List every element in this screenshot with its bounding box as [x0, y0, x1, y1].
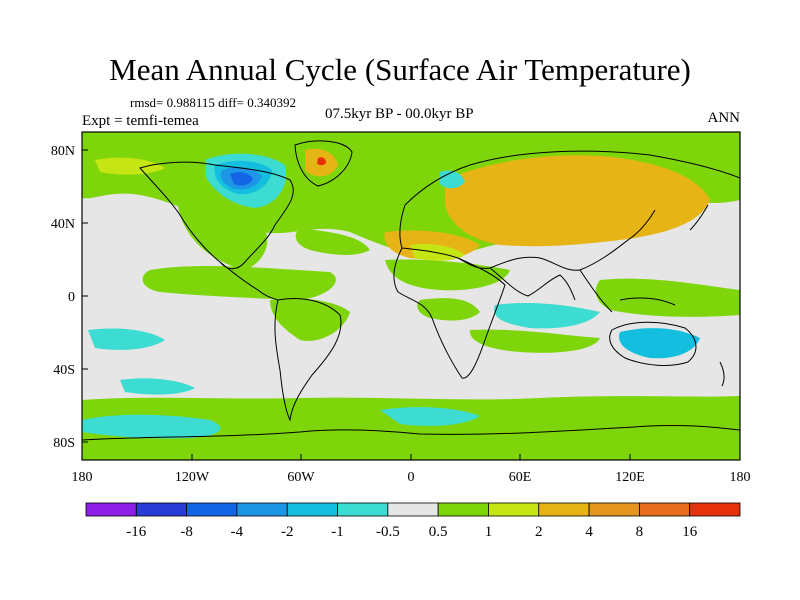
coast-africa — [393, 247, 506, 379]
coast-central-america — [219, 261, 279, 301]
australia-cool — [619, 328, 700, 359]
cool-strongest-regions — [230, 172, 253, 186]
colorbar-label: 8 — [636, 524, 644, 540]
colorbar: -16 -8 -4 -2 -1 -0.5 0.5 1 2 4 8 16 — [85, 502, 741, 540]
colorbar-swatch — [638, 502, 691, 517]
greenland-hotspot — [317, 157, 326, 166]
colorbar-swatch — [236, 502, 288, 517]
coast-greenland — [294, 140, 353, 187]
warm-small-regions — [95, 157, 465, 261]
north-atlantic — [295, 228, 370, 255]
sahel-yellowgreen — [410, 244, 465, 261]
colorbar-label: 2 — [535, 524, 543, 540]
colorbar-label: -0.5 — [376, 524, 400, 540]
south-america — [270, 298, 350, 341]
colorbar-label: -8 — [180, 524, 193, 540]
lat-label: 40N — [51, 217, 75, 232]
colorbar-swatch — [689, 502, 741, 517]
colorbar-label: 16 — [682, 524, 698, 540]
plot-title: Mean Annual Cycle (Surface Air Temperatu… — [109, 52, 691, 87]
colorbar-swatch — [588, 502, 640, 517]
coast-southeast-asia — [579, 269, 676, 313]
east-pacific — [142, 266, 336, 300]
north-america-east — [178, 195, 268, 270]
coast-eurasia — [399, 150, 740, 271]
lon-label: 120W — [175, 470, 210, 485]
eurasia-warm — [445, 155, 710, 247]
north-pacific-yellowgreen — [95, 157, 165, 175]
indo-pacific — [595, 278, 740, 317]
colorbar-swatch — [135, 502, 188, 517]
colorbar-swatch — [538, 502, 590, 517]
lon-label: 0 — [408, 470, 415, 485]
coast-antarctica — [82, 424, 740, 441]
lat-label: 80N — [51, 144, 75, 159]
south-indian-cool — [494, 302, 600, 329]
experiment-label: Expt = temfi-temea — [82, 113, 199, 129]
southern-ocean-cool — [82, 414, 221, 439]
lat-label: 40S — [53, 363, 75, 378]
colorbar-label: -16 — [126, 524, 146, 540]
anomaly-field — [82, 132, 740, 460]
coast-japan — [689, 204, 709, 231]
colorbar-label: -2 — [281, 524, 294, 540]
colorbar-label: 0.5 — [429, 524, 448, 540]
lon-label: 60W — [287, 470, 315, 485]
colorbar-label: -4 — [231, 524, 244, 540]
colorbar-label: 4 — [585, 524, 593, 540]
southern-ocean-band — [82, 396, 740, 460]
lon-label: 180 — [72, 470, 93, 485]
colorbar-label: -1 — [331, 524, 344, 540]
time-period-label: 07.5kyr BP - 00.0kyr BP — [325, 106, 474, 122]
lon-label: 180 — [730, 470, 751, 485]
coast-arabia-india — [489, 267, 576, 301]
axis-ticks — [81, 149, 741, 460]
coast-australia — [609, 321, 697, 366]
colorbar-swatch — [437, 502, 489, 517]
lon-label: 60E — [509, 470, 532, 485]
lon-label: 120E — [615, 470, 645, 485]
lat-label: 0 — [68, 290, 75, 305]
colorbar-swatch — [186, 502, 238, 517]
hot-spot-regions — [317, 157, 326, 166]
coast-north-america — [139, 161, 294, 270]
tropical-pacific-east — [417, 298, 480, 321]
south-pacific-cool-2 — [120, 378, 195, 395]
rmsd-diff-stats: rmsd= 0.988115 diff= 0.340392 — [130, 95, 296, 110]
colorbar-label: 1 — [485, 524, 493, 540]
south-indian — [469, 329, 600, 353]
southern-ocean-cool-2 — [380, 407, 480, 426]
colorbar-swatch — [337, 502, 389, 517]
coast-south-america — [274, 298, 342, 422]
coast-new-zealand — [719, 361, 725, 387]
colorbar-swatch — [488, 502, 540, 517]
season-label: ANN — [707, 110, 741, 126]
south-pacific-cool — [88, 328, 165, 350]
hudson-core — [230, 172, 253, 186]
lat-label: 80S — [53, 436, 75, 451]
coastlines — [82, 140, 740, 441]
colorbar-swatch — [85, 502, 137, 517]
colorbar-swatch — [286, 502, 338, 517]
colorbar-swatch — [387, 502, 439, 517]
